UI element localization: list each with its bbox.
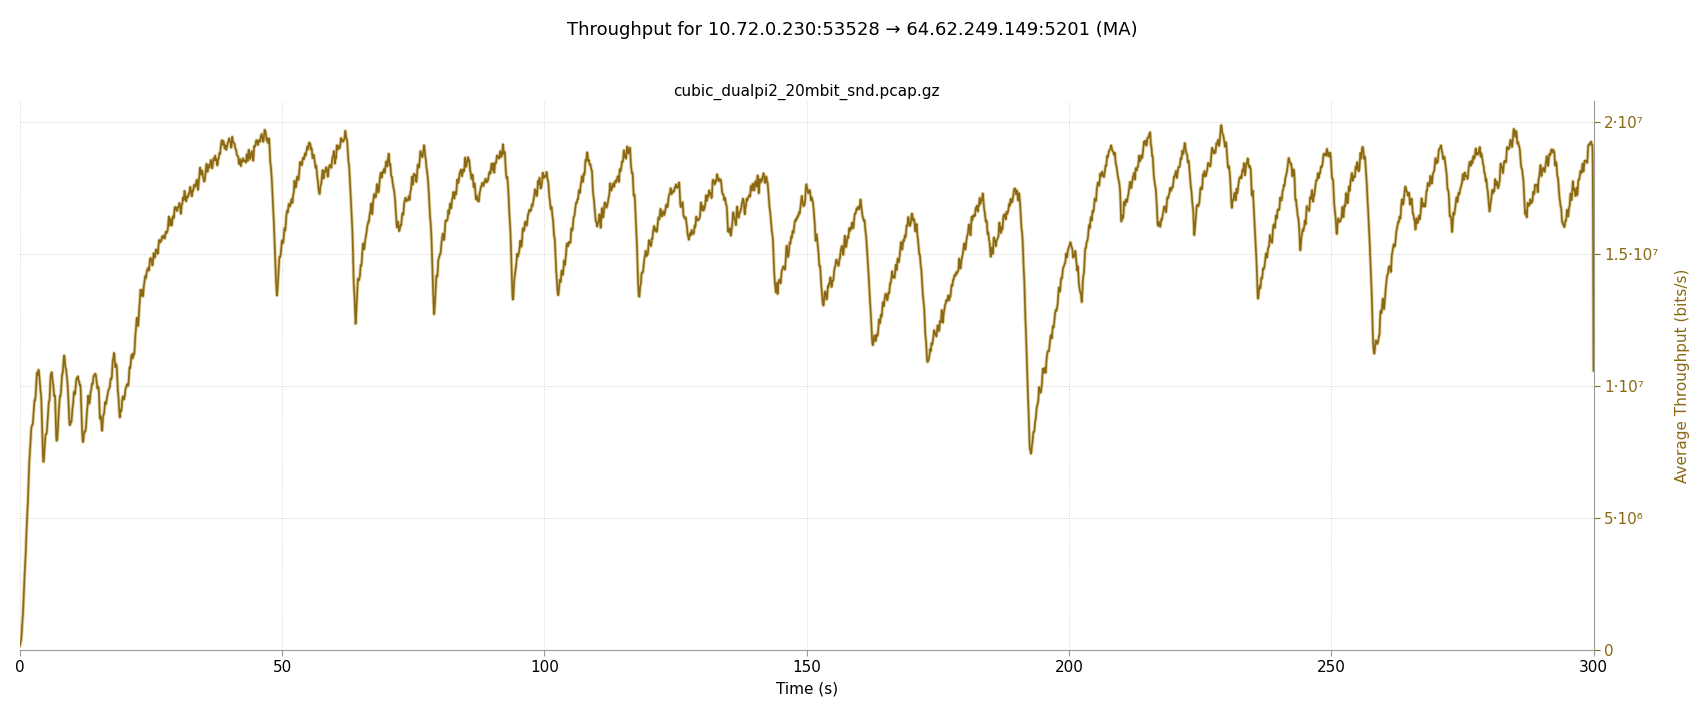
Text: Throughput for 10.72.0.230:53528 → 64.62.249.149:5201 (MA): Throughput for 10.72.0.230:53528 → 64.62…: [568, 21, 1137, 39]
X-axis label: Time (s): Time (s): [776, 681, 837, 696]
Title: cubic_dualpi2_20mbit_snd.pcap.gz: cubic_dualpi2_20mbit_snd.pcap.gz: [673, 84, 939, 100]
Y-axis label: Average Throughput (bits/s): Average Throughput (bits/s): [1674, 268, 1690, 483]
